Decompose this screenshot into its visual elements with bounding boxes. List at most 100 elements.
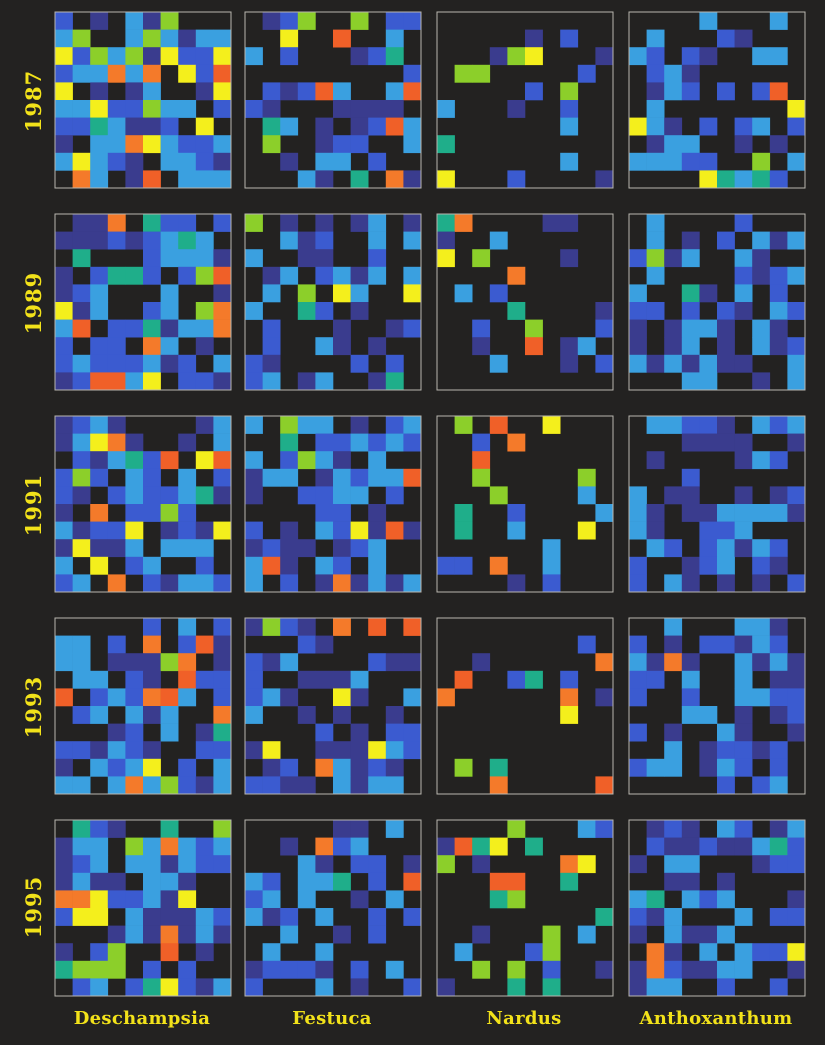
heatmap-cell: [403, 688, 422, 707]
heatmap-cell: [262, 556, 281, 575]
heatmap-cell: [646, 890, 665, 909]
heatmap-cell: [143, 670, 161, 689]
heatmap-cell: [717, 758, 735, 777]
heatmap-cell: [385, 960, 404, 979]
heatmap-cell: [107, 117, 126, 136]
heatmap-cell: [262, 117, 281, 136]
heatmap-cell: [717, 504, 735, 522]
heatmap-cell: [90, 758, 109, 777]
heatmap-cell: [55, 64, 73, 83]
heatmap-cell: [245, 416, 263, 434]
panel-frame: [244, 819, 422, 997]
heatmap-cell: [315, 872, 334, 891]
heatmap-cell: [489, 872, 508, 891]
heatmap-cell: [55, 416, 73, 434]
heatmap-cell: [734, 653, 753, 672]
heatmap-cell: [315, 135, 334, 154]
heatmap-cell: [315, 416, 334, 434]
row-label-1991: 1991: [21, 473, 46, 537]
heatmap-cell: [297, 486, 316, 505]
heatmap-cell: [717, 82, 735, 101]
heatmap-cell: [72, 776, 91, 795]
heatmap-cell: [629, 504, 647, 522]
heatmap-cell: [280, 758, 299, 777]
heatmap-cell: [717, 925, 735, 944]
heatmap-cell: [107, 521, 126, 540]
heatmap-cell: [787, 433, 806, 452]
heatmap-cell: [752, 539, 771, 558]
heatmap-cell: [160, 12, 179, 30]
heatmap-cell: [125, 319, 144, 338]
heatmap-cell: [489, 416, 508, 434]
heatmap-cell: [55, 872, 73, 891]
heatmap-cell: [403, 231, 422, 250]
heatmap-cell: [629, 635, 647, 654]
heatmap-cell: [403, 741, 422, 760]
heatmap-cell: [769, 539, 788, 558]
heatmap-cell: [107, 337, 126, 356]
heatmap-cell: [178, 231, 197, 250]
heatmap-cell: [629, 925, 647, 944]
heatmap-cell: [560, 337, 579, 356]
panel-anthoxanthum-1989: [628, 213, 806, 391]
heatmap-cell: [681, 337, 700, 356]
heatmap-cell: [280, 908, 299, 926]
heatmap-cell: [315, 433, 334, 452]
heatmap-cell: [454, 758, 473, 777]
heatmap-cell: [315, 758, 334, 777]
heatmap-cell: [125, 433, 144, 452]
panel-frame: [244, 213, 422, 391]
heatmap-cell: [178, 486, 197, 505]
heatmap-cell: [769, 978, 788, 997]
heatmap-cell: [315, 978, 334, 997]
heatmap-cell: [752, 231, 771, 250]
heatmap-cell: [368, 266, 387, 285]
heatmap-cell: [107, 214, 126, 232]
heatmap-cell: [385, 117, 404, 136]
heatmap-cell: [646, 302, 665, 320]
heatmap-cell: [350, 12, 369, 30]
heatmap-cell: [403, 319, 422, 338]
heatmap-cell: [664, 618, 683, 636]
heatmap-cell: [55, 302, 73, 320]
heatmap-cell: [178, 837, 197, 856]
heatmap-cell: [734, 670, 753, 689]
heatmap-cell: [280, 618, 299, 636]
heatmap-cell: [297, 618, 316, 636]
heatmap-cell: [403, 468, 422, 487]
heatmap-cell: [90, 943, 109, 962]
heatmap-cell: [629, 688, 647, 707]
heatmap-cell: [55, 354, 73, 373]
heatmap-cell: [734, 354, 753, 373]
heatmap-cell: [350, 837, 369, 856]
heatmap-cell: [143, 504, 161, 522]
heatmap-cell: [280, 416, 299, 434]
heatmap-cell: [385, 433, 404, 452]
heatmap-cell: [368, 504, 387, 522]
heatmap-cell: [787, 117, 806, 136]
heatmap-cell: [178, 618, 197, 636]
heatmap-cell: [262, 653, 281, 672]
heatmap-cell: [489, 231, 508, 250]
heatmap-cell: [368, 152, 387, 171]
heatmap-cell: [769, 231, 788, 250]
heatmap-cell: [385, 468, 404, 487]
heatmap-cell: [90, 337, 109, 356]
heatmap-cell: [107, 688, 126, 707]
heatmap-cell: [90, 170, 109, 189]
row-label-1989: 1989: [21, 271, 46, 335]
heatmap-cell: [350, 117, 369, 136]
heatmap-cell: [213, 723, 232, 742]
heatmap-cell: [385, 12, 404, 30]
heatmap-cell: [297, 372, 316, 391]
heatmap-cell: [262, 960, 281, 979]
heatmap-cell: [664, 539, 683, 558]
heatmap-cell: [787, 706, 806, 724]
heatmap-cell: [280, 574, 299, 593]
heatmap-cell: [437, 837, 455, 856]
heatmap-cell: [403, 723, 422, 742]
heatmap-cell: [333, 468, 351, 487]
panel-festuca-1987: [244, 11, 422, 189]
heatmap-cell: [213, 284, 232, 303]
